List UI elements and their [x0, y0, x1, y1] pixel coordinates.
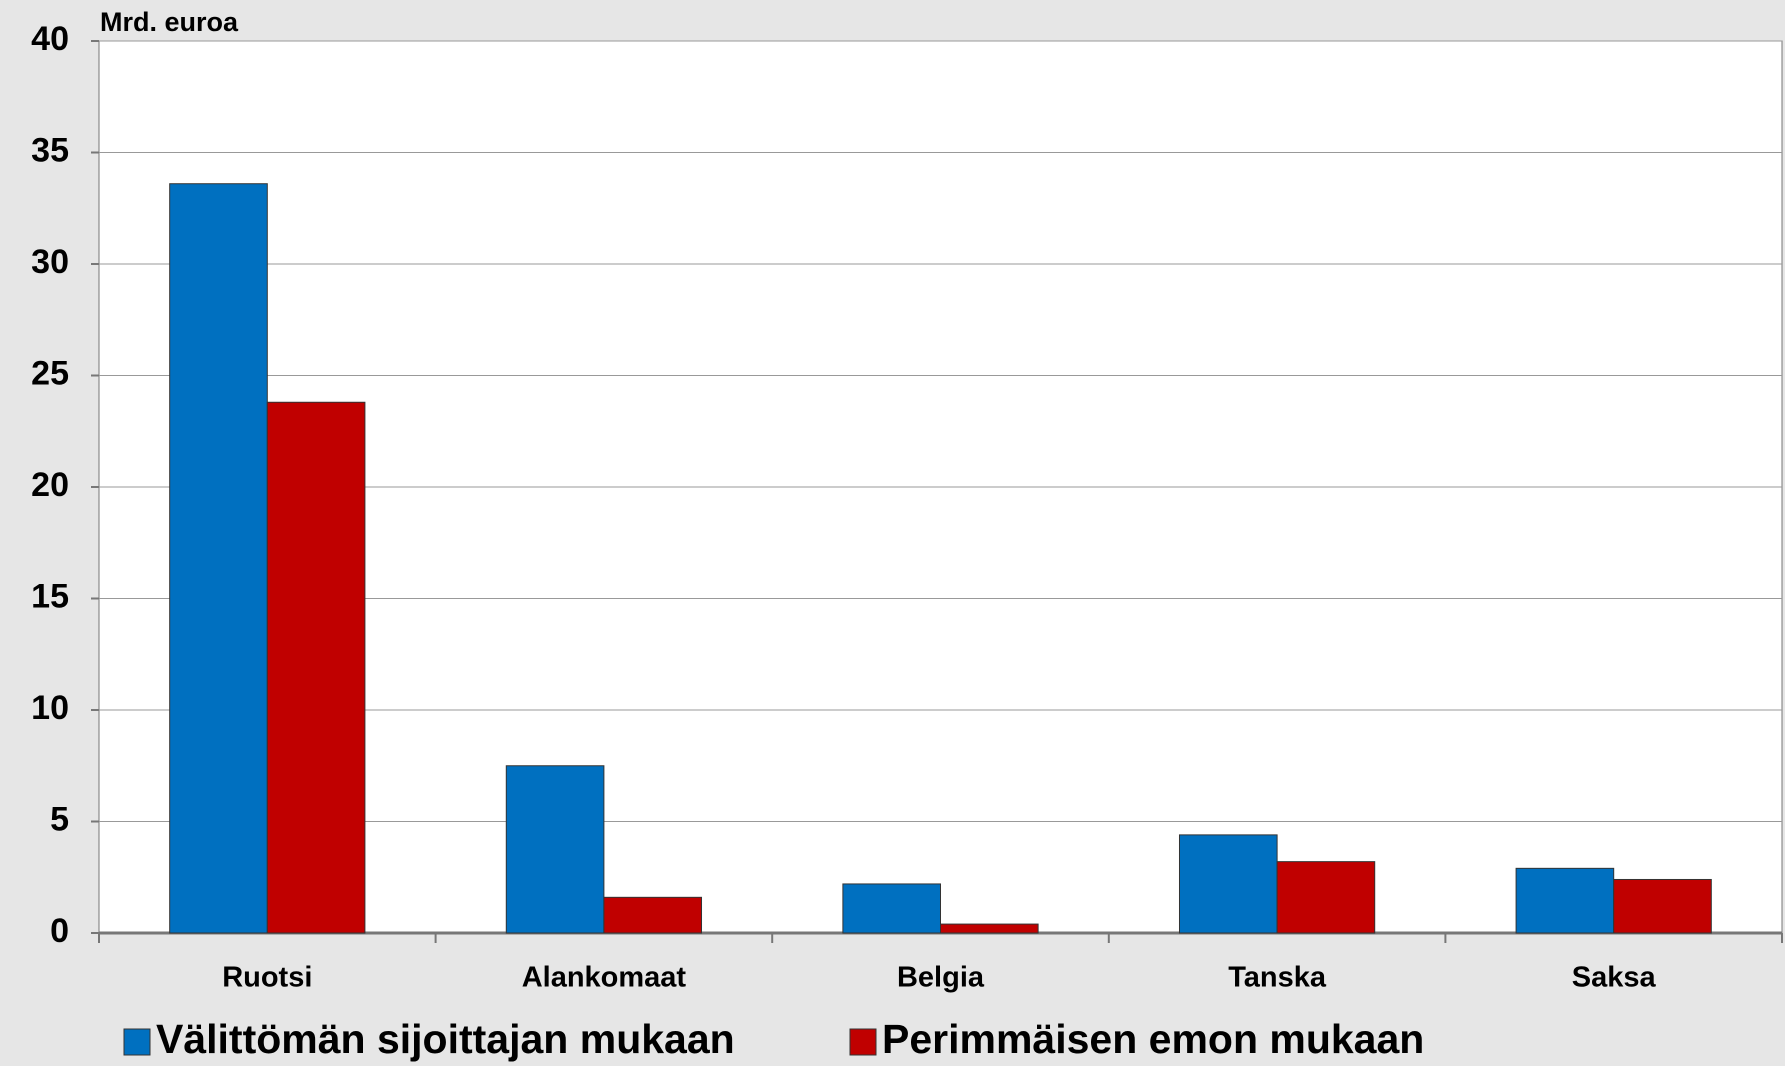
x-tick-label: Saksa	[1572, 962, 1657, 994]
bar	[1515, 867, 1615, 934]
bar	[842, 883, 941, 934]
y-tick-label: 5	[50, 800, 69, 838]
legend-swatch	[849, 1028, 877, 1056]
y-tick-label: 35	[31, 131, 69, 169]
x-tick-label: Belgia	[897, 962, 985, 994]
x-tick-label: Alankomaat	[522, 962, 687, 994]
bar	[1276, 861, 1376, 934]
bar	[1178, 834, 1278, 934]
bar	[1613, 878, 1712, 934]
y-tick-label: 40	[31, 20, 69, 58]
y-tick-label: 10	[31, 689, 69, 727]
bar	[603, 896, 703, 934]
legend-label: Välittömän sijoittajan mukaan	[156, 1016, 735, 1062]
bar	[940, 923, 1039, 934]
bar	[505, 765, 605, 934]
y-tick-label: 20	[31, 466, 69, 504]
bar	[266, 401, 366, 934]
y-tick-label: 15	[31, 577, 69, 615]
bar	[169, 183, 268, 934]
x-tick-label: Tanska	[1228, 962, 1327, 994]
y-tick-label: 0	[50, 912, 69, 950]
y-tick-label: 30	[31, 243, 69, 281]
x-tick-label: Ruotsi	[222, 962, 312, 994]
legend-label: Perimmäisen emon mukaan	[882, 1016, 1424, 1062]
y-tick-label: 25	[31, 354, 69, 392]
legend-swatch	[123, 1028, 151, 1056]
y-axis-label: Mrd. euroa	[100, 7, 239, 37]
